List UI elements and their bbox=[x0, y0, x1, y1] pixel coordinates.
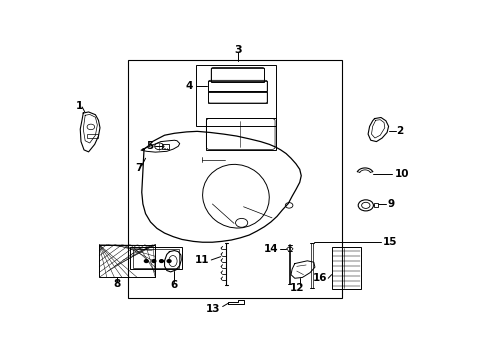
Circle shape bbox=[152, 260, 156, 262]
Bar bbox=[162, 144, 169, 149]
Text: 8: 8 bbox=[114, 279, 121, 289]
Circle shape bbox=[167, 260, 171, 262]
Text: 5: 5 bbox=[146, 141, 153, 151]
Text: 14: 14 bbox=[264, 244, 278, 254]
Bar bbox=[332, 247, 361, 288]
Text: 6: 6 bbox=[171, 280, 178, 290]
Text: 7: 7 bbox=[135, 163, 143, 174]
Text: 1: 1 bbox=[76, 100, 83, 111]
Text: 9: 9 bbox=[388, 199, 395, 209]
Bar bbox=[99, 245, 155, 278]
Bar bbox=[211, 68, 265, 82]
Bar bbox=[133, 249, 179, 268]
Bar bbox=[128, 60, 342, 298]
Circle shape bbox=[145, 260, 148, 262]
Text: 15: 15 bbox=[383, 237, 398, 247]
Text: 11: 11 bbox=[195, 255, 209, 265]
Bar bbox=[196, 66, 276, 126]
Text: 3: 3 bbox=[234, 45, 242, 55]
Text: 2: 2 bbox=[396, 126, 404, 135]
Text: 4: 4 bbox=[186, 81, 193, 91]
Bar bbox=[206, 118, 276, 150]
Circle shape bbox=[160, 260, 163, 262]
Text: 10: 10 bbox=[394, 169, 409, 179]
Text: 16: 16 bbox=[313, 273, 327, 283]
Text: 12: 12 bbox=[290, 283, 305, 293]
Bar bbox=[208, 92, 267, 103]
Bar bbox=[87, 134, 98, 138]
Text: 13: 13 bbox=[206, 304, 220, 314]
Bar bbox=[130, 247, 182, 269]
Bar bbox=[374, 203, 378, 207]
Bar bbox=[208, 81, 267, 91]
